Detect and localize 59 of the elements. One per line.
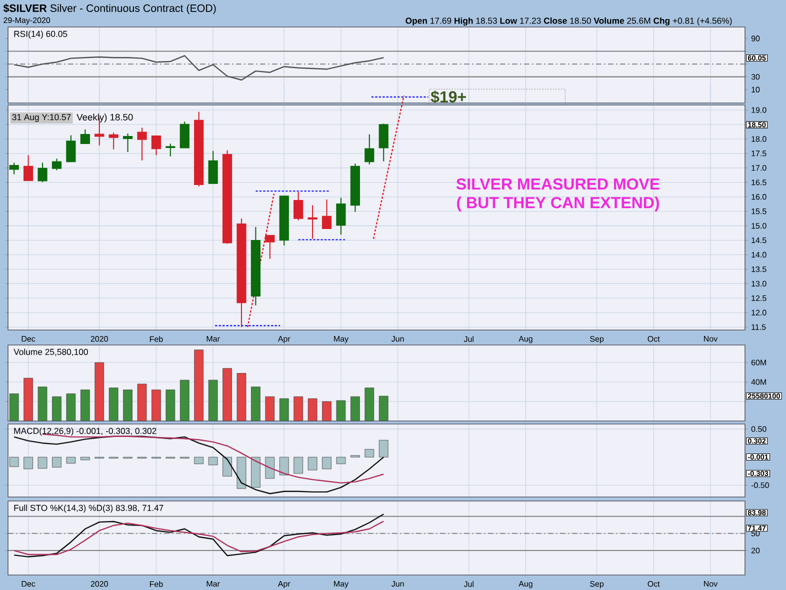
annotation: ( BUT THEY CAN EXTEND) [457, 196, 659, 212]
x-tick-label: Nov [704, 336, 718, 342]
x-tick-label: Feb [150, 336, 163, 342]
x-tick-label: Mar [206, 336, 220, 342]
y-tick-label: 60M [751, 360, 766, 366]
y-tick-label: 11.5 [752, 324, 766, 330]
x-tick-label: Aug [518, 581, 532, 588]
y-tick-label: 20 [751, 548, 760, 554]
x-tick-label: Mar [206, 581, 220, 587]
chart-title: Volume 25,580,100 [14, 348, 88, 356]
y-tick-label: 19.0 [752, 107, 766, 113]
x-tick-label: Apr [278, 336, 290, 344]
text: Open 17.69 High 18.53 Low 17.23 Close 18.50 Volume 25.6M Chg +0.81 (+4.56%) [406, 17, 732, 26]
y-tick-label: 17.5 [752, 150, 766, 156]
y-tick-label: 12.0 [752, 310, 766, 316]
x-tick-label: Jun [391, 581, 404, 587]
x-tick-label: Sep [590, 581, 604, 588]
x-tick-label: Oct [648, 581, 660, 587]
x-tick-label: Nov [704, 581, 718, 587]
y-tick-label: 0.50 [751, 426, 766, 432]
chart-title: Full STO %K(14,3) %D(3) 83.98, 71.47 [14, 504, 164, 513]
y-tick-label: 15.5 [752, 208, 766, 214]
y-tick-label: 16.5 [752, 180, 766, 186]
y-tick-label: 13.0 [752, 280, 766, 287]
x-tick-label: Dec [22, 336, 36, 342]
y-tick-label: 90 [751, 36, 760, 42]
y-tick-label: 14.0 [752, 252, 766, 258]
annotation: 31 Aug Y:10.57 [12, 114, 71, 122]
y-tick-label: 17.0 [752, 165, 766, 171]
chart-title: MACD(12,26,9) -0.001, -0.303, 0.302 [14, 428, 156, 436]
y-tick-label: 15.0 [752, 222, 766, 229]
x-tick-label: May [334, 581, 349, 588]
chart-subtitle: 29-May-2020 [4, 17, 50, 25]
x-tick-label: Sep [590, 336, 604, 344]
chart-title: $SILVER Silver - Continuous Contract (EOD) [3, 4, 216, 14]
x-tick-label: Jul [464, 581, 474, 587]
x-tick-label: Aug [518, 336, 532, 344]
x-tick-label: Oct [648, 336, 660, 342]
chart-title: RSI(14) 60.05 [14, 30, 68, 39]
x-tick-label: Jun [391, 336, 404, 342]
x-tick-label: 2020 [90, 336, 108, 342]
annotation: $19+ [430, 90, 466, 104]
y-tick-label: 40M [751, 379, 766, 385]
y-tick-label: 18.0 [752, 136, 766, 142]
y-tick-label: -0.50 [751, 482, 769, 488]
y-tick-label: 30 [751, 74, 760, 80]
y-tick-label: 16.0 [752, 194, 766, 200]
x-tick-label: May [334, 336, 349, 344]
x-tick-label: 2020 [90, 581, 108, 587]
y-tick-label: 12.5 [752, 295, 766, 301]
x-tick-label: Feb [150, 581, 163, 587]
annotation: Veekly) 18.50 [76, 114, 133, 122]
y-tick-label: 13.5 [752, 266, 766, 272]
x-tick-label: Apr [278, 581, 290, 588]
x-tick-label: Dec [22, 581, 36, 587]
annotation: SILVER MEASURED MOVE [456, 178, 660, 190]
y-tick-label: 14.5 [752, 237, 766, 244]
y-tick-label: 10 [752, 86, 760, 92]
x-tick-label: Jul [464, 336, 474, 342]
